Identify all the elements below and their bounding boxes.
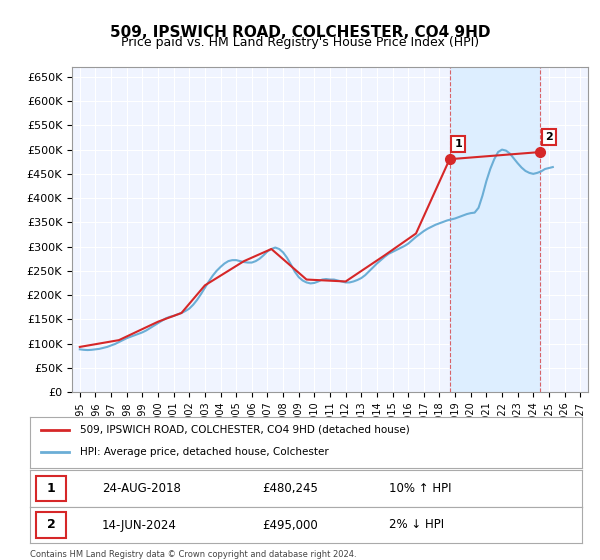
Text: £495,000: £495,000 (262, 519, 317, 531)
Text: 2: 2 (545, 132, 553, 142)
Text: 2% ↓ HPI: 2% ↓ HPI (389, 519, 444, 531)
Text: Contains HM Land Registry data © Crown copyright and database right 2024.
This d: Contains HM Land Registry data © Crown c… (30, 550, 356, 560)
Text: £480,245: £480,245 (262, 482, 318, 495)
Text: 24-AUG-2018: 24-AUG-2018 (102, 482, 181, 495)
FancyBboxPatch shape (35, 476, 66, 501)
FancyBboxPatch shape (35, 512, 66, 538)
Text: 509, IPSWICH ROAD, COLCHESTER, CO4 9HD (detached house): 509, IPSWICH ROAD, COLCHESTER, CO4 9HD (… (80, 425, 409, 435)
Bar (449, 67, 541, 392)
Text: HPI: Average price, detached house, Colchester: HPI: Average price, detached house, Colc… (80, 447, 328, 458)
Text: 2: 2 (47, 519, 55, 531)
Text: 10% ↑ HPI: 10% ↑ HPI (389, 482, 451, 495)
Text: 1: 1 (47, 482, 55, 495)
Text: 14-JUN-2024: 14-JUN-2024 (102, 519, 176, 531)
Text: 1: 1 (454, 139, 462, 149)
Text: 509, IPSWICH ROAD, COLCHESTER, CO4 9HD: 509, IPSWICH ROAD, COLCHESTER, CO4 9HD (110, 25, 490, 40)
Text: Price paid vs. HM Land Registry's House Price Index (HPI): Price paid vs. HM Land Registry's House … (121, 36, 479, 49)
